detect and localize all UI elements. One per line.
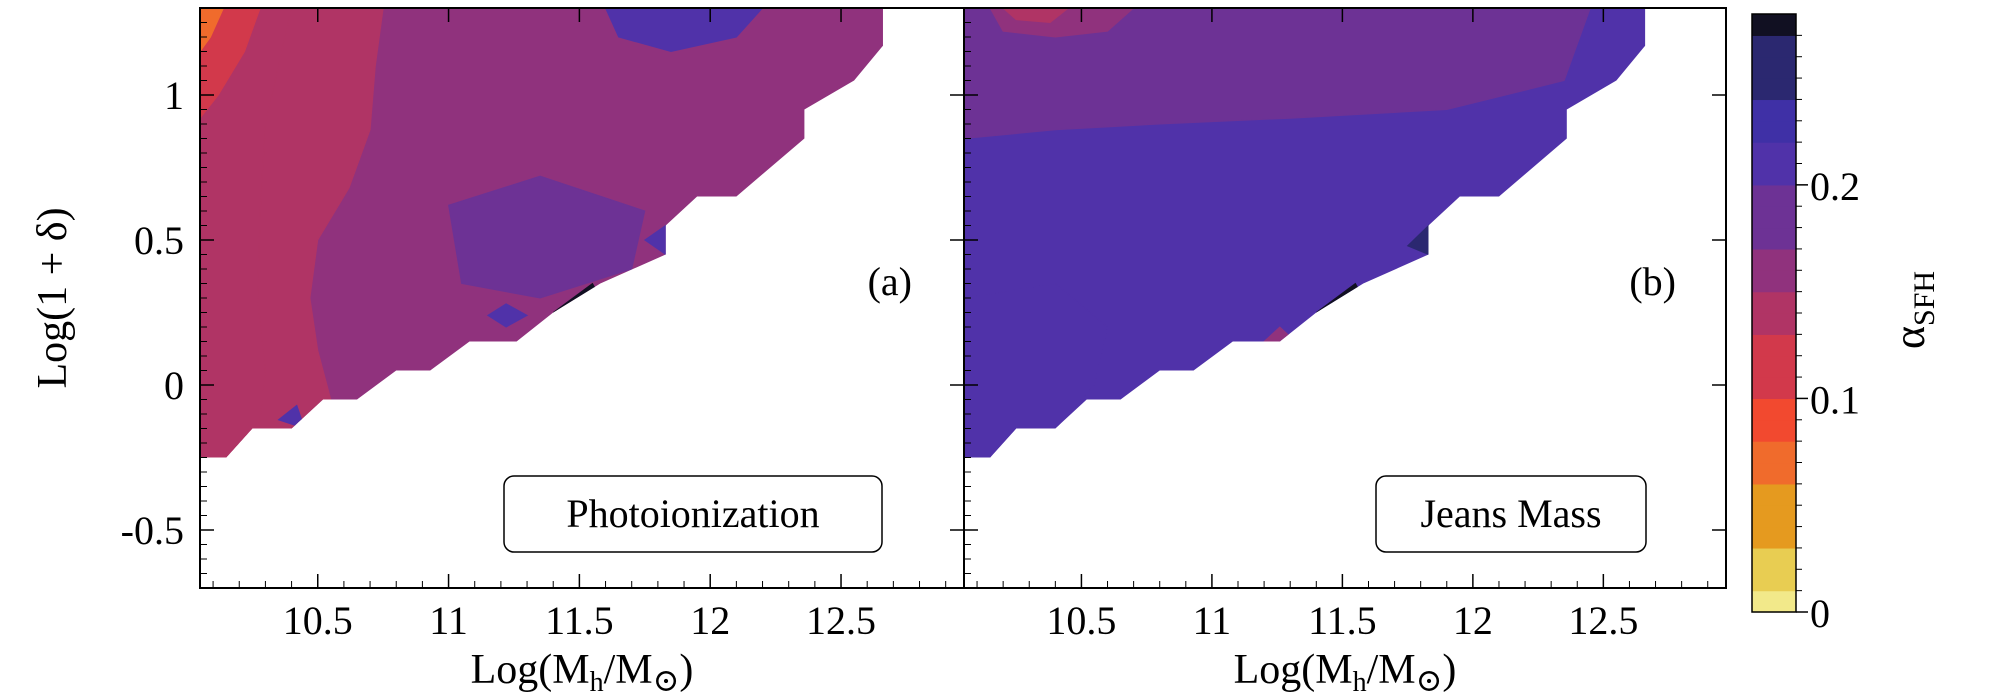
x-tick-label-b: 12 xyxy=(1453,598,1493,643)
colorbar-segment xyxy=(1752,35,1796,58)
contour-zone-b-1 xyxy=(964,8,1592,140)
colorbar-segment xyxy=(1752,313,1796,335)
colorbar-segment xyxy=(1752,462,1796,485)
colorbar-segment xyxy=(1752,78,1796,101)
x-tick-label-b: 11.5 xyxy=(1308,598,1377,643)
contour-zone-a-10 xyxy=(604,8,764,53)
x-axis-label-b: Log(Mh/M⊙) xyxy=(1234,647,1457,698)
x-tick-label-a: 12 xyxy=(690,598,730,643)
colorbar-segment xyxy=(1752,163,1796,186)
x-tick-label-b: 11 xyxy=(1193,598,1232,643)
x-tick-label-b: 10.5 xyxy=(1046,598,1116,643)
panel-a-model-box xyxy=(503,475,883,553)
colorbar-segment xyxy=(1752,441,1796,464)
colorbar-segment xyxy=(1752,99,1796,122)
colorbar-segment xyxy=(1752,483,1796,506)
colorbar-segment xyxy=(1752,206,1796,229)
colorbar-segment xyxy=(1752,227,1796,250)
colorbar-segment xyxy=(1752,248,1796,271)
x-tick-label-b: 12.5 xyxy=(1568,598,1638,643)
panel-b-tag: (b) xyxy=(1629,259,1676,304)
y-axis-label: Log(1 + δ) xyxy=(30,207,76,388)
colorbar-segment xyxy=(1752,355,1796,378)
colorbar-segment xyxy=(1752,590,1796,613)
panel-a: (a) Photoionization xyxy=(199,7,965,589)
colorbar-segment xyxy=(1752,334,1796,357)
x-tick-labels: 10.5 11 11.5 12 12.5 10.5 11 11.5 12 12.5 xyxy=(283,598,1639,643)
panel-a-tag: (a) xyxy=(868,259,912,304)
contour-zone-a-8 xyxy=(643,224,667,256)
colorbar-segment xyxy=(1752,14,1796,36)
colorbar-segment xyxy=(1752,270,1796,293)
colorbar-label: αSFH xyxy=(1885,271,1941,349)
x-axis-label-a: Log(Mh/M⊙) xyxy=(471,647,694,698)
colorbar-segment xyxy=(1752,547,1796,570)
x-tick-label-a: 11.5 xyxy=(545,598,614,643)
contour-zone-a-3 xyxy=(200,8,261,120)
contour-zone-a-4 xyxy=(200,8,225,54)
panel-b: (b) Jeans Mass xyxy=(963,7,1727,589)
panel-b-model-label: Jeans Mass xyxy=(1420,491,1601,536)
contour-zone-a-2 xyxy=(200,8,293,458)
x-tick-label-a: 12.5 xyxy=(806,598,876,643)
colorbar-segment xyxy=(1752,505,1796,528)
colorbar-segment xyxy=(1752,120,1796,143)
x-tick-label-a: 10.5 xyxy=(283,598,353,643)
colorbar-segment xyxy=(1752,377,1796,400)
colorbar-segment xyxy=(1752,398,1796,421)
colorbar: 0 0.1 0.2 αSFH xyxy=(1751,13,1941,636)
colorbar-segment xyxy=(1752,419,1796,442)
y-tick-label: 0.5 xyxy=(134,218,184,263)
panel-b-model-box xyxy=(1375,475,1647,553)
contour-zone-a-5 xyxy=(448,175,646,299)
y-tick-label: -0.5 xyxy=(121,508,184,553)
colorbar-tick-label: 0.2 xyxy=(1810,164,1860,209)
y-tick-label: 1 xyxy=(164,73,184,118)
colorbar-segment xyxy=(1752,291,1796,314)
colorbar-segment xyxy=(1752,142,1796,165)
colorbar-segment xyxy=(1752,56,1796,79)
contour-zone-a-6 xyxy=(486,303,529,328)
contour-zone-b-3 xyxy=(1001,8,1070,24)
colorbar-segment xyxy=(1752,184,1796,207)
panel-a-model-label: Photoionization xyxy=(566,491,819,536)
colorbar-segment xyxy=(1752,569,1796,592)
y-tick-label: 0 xyxy=(164,363,184,408)
y-tick-labels: -0.5 0 0.5 1 xyxy=(121,73,184,553)
colorbar-segment xyxy=(1752,526,1796,549)
contour-zone-b-6 xyxy=(1406,224,1429,256)
colorbar-tick-label: 0.1 xyxy=(1810,377,1860,422)
colorbar-tick-label: 0 xyxy=(1810,591,1830,636)
contour-zone-b-4 xyxy=(964,282,1109,458)
x-tick-label-a: 11 xyxy=(429,598,468,643)
